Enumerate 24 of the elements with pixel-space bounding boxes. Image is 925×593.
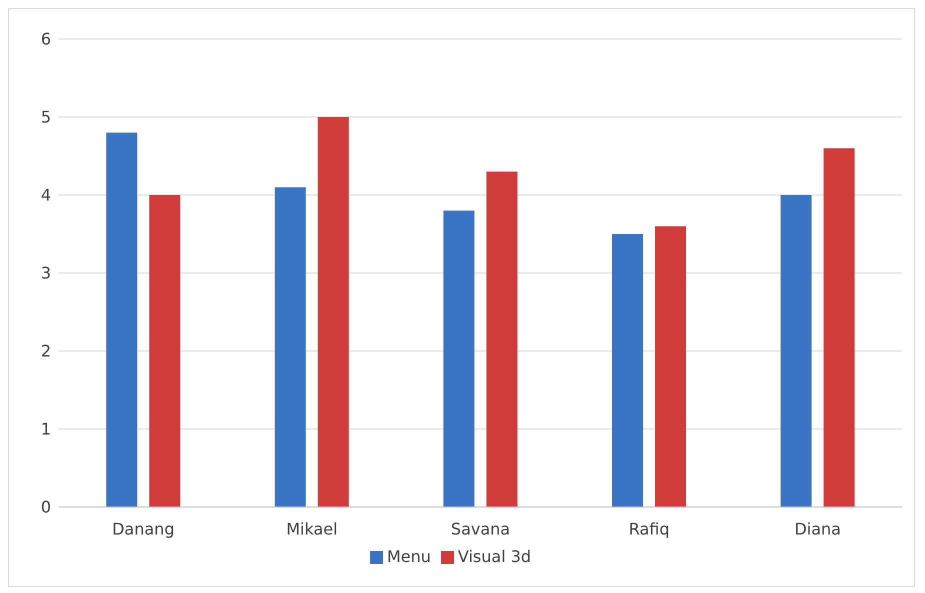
bar (486, 172, 518, 507)
y-tick-label: 4 (40, 186, 51, 205)
legend-label: Menu (386, 547, 431, 566)
x-tick-label: Danang (112, 519, 174, 538)
y-tick-label: 1 (40, 420, 51, 439)
x-tick-label: Diana (794, 519, 841, 538)
bar (318, 117, 349, 507)
x-tick-label: Savana (450, 519, 510, 538)
y-tick-label: 5 (40, 108, 51, 127)
y-tick-label: 2 (40, 342, 51, 361)
bar (655, 226, 686, 507)
bar (612, 234, 644, 507)
legend-label: Visual 3d (458, 547, 532, 566)
bar (149, 195, 180, 507)
bar (824, 148, 855, 507)
bar (443, 210, 474, 507)
bar (780, 195, 812, 507)
bar (274, 187, 306, 507)
bar (106, 132, 138, 507)
x-tick-label: Mikael (286, 519, 338, 538)
y-tick-label: 3 (40, 264, 51, 283)
y-tick-label: 0 (40, 498, 51, 517)
y-tick-label: 6 (40, 30, 51, 49)
x-tick-label: Rafiq (628, 519, 670, 538)
